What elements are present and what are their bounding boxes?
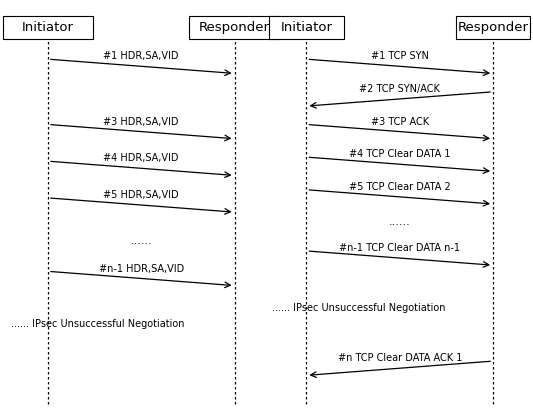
Text: #4 TCP Clear DATA 1: #4 TCP Clear DATA 1 (349, 149, 450, 160)
Text: #3 HDR,SA,VID: #3 HDR,SA,VID (103, 117, 179, 127)
Text: ...... IPsec Unsuccessful Negotiation: ...... IPsec Unsuccessful Negotiation (272, 303, 446, 313)
Text: #n TCP Clear DATA ACK 1: #n TCP Clear DATA ACK 1 (337, 353, 462, 363)
Text: ...... IPsec Unsuccessful Negotiation: ...... IPsec Unsuccessful Negotiation (11, 319, 184, 329)
FancyBboxPatch shape (3, 16, 93, 39)
Text: #5 TCP Clear DATA 2: #5 TCP Clear DATA 2 (349, 182, 450, 192)
Text: #3 TCP ACK: #3 TCP ACK (370, 117, 429, 127)
Text: Initiator: Initiator (280, 21, 333, 34)
Text: Responder: Responder (457, 21, 529, 34)
Text: #4 HDR,SA,VID: #4 HDR,SA,VID (103, 153, 179, 164)
Text: ......: ...... (131, 236, 152, 246)
FancyBboxPatch shape (269, 16, 344, 39)
Text: ......: ...... (389, 217, 410, 227)
Text: #n-1 TCP Clear DATA n-1: #n-1 TCP Clear DATA n-1 (339, 243, 461, 253)
FancyBboxPatch shape (456, 16, 530, 39)
Text: #2 TCP SYN/ACK: #2 TCP SYN/ACK (359, 84, 440, 94)
Text: Initiator: Initiator (22, 21, 74, 34)
Text: Responder: Responder (199, 21, 270, 34)
Text: #n-1 HDR,SA,VID: #n-1 HDR,SA,VID (99, 264, 184, 273)
FancyBboxPatch shape (189, 16, 280, 39)
Text: #1 TCP SYN: #1 TCP SYN (371, 51, 429, 62)
Text: #1 HDR,SA,VID: #1 HDR,SA,VID (103, 51, 179, 62)
Text: #5 HDR,SA,VID: #5 HDR,SA,VID (103, 190, 179, 200)
